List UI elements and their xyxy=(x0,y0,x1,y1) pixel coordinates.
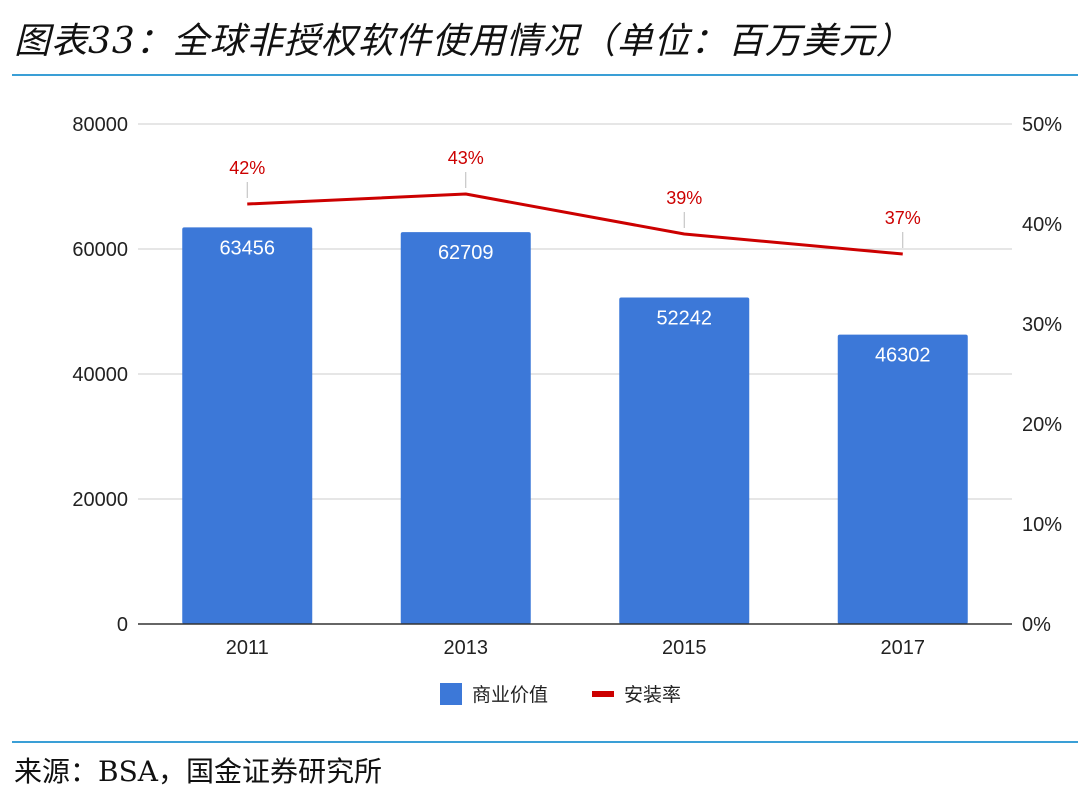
bar-value-label: 52242 xyxy=(656,307,712,329)
y-right-tick-label: 0% xyxy=(1022,614,1051,636)
y-right-tick-label: 40% xyxy=(1022,214,1062,236)
left-axis-ticks: 0 20000 40000 60000 80000 xyxy=(72,114,128,636)
title-divider xyxy=(12,74,1078,76)
x-tick-label: 2011 xyxy=(226,637,269,659)
legend-bar-swatch xyxy=(440,683,462,705)
legend-label: 商业价值 xyxy=(472,684,548,706)
y-left-tick-label: 60000 xyxy=(72,239,128,261)
title-row: 图表33：全球非授权软件使用情况（单位：百万美元） xyxy=(0,0,1080,74)
y-right-tick-label: 30% xyxy=(1022,314,1062,336)
bars: 63456 62709 52242 46302 xyxy=(182,227,968,624)
legend-line-swatch xyxy=(592,691,614,697)
x-tick-label: 2017 xyxy=(881,637,926,659)
bar xyxy=(619,297,750,624)
rate-value-label: 39% xyxy=(666,188,702,208)
bar-value-label: 46302 xyxy=(875,345,931,367)
y-right-tick-label: 50% xyxy=(1022,114,1062,136)
rate-value-label: 42% xyxy=(229,158,265,178)
rate-line: 42% 43% 39% 37% xyxy=(229,148,921,256)
footer-divider xyxy=(12,741,1078,743)
rate-value-label: 43% xyxy=(448,148,484,168)
x-tick-label: 2013 xyxy=(444,637,489,659)
rate-value-label: 37% xyxy=(885,208,921,228)
y-right-tick-label: 10% xyxy=(1022,514,1062,536)
rate-series-line xyxy=(247,192,903,256)
bar-value-label: 62709 xyxy=(438,242,494,264)
legend-label: 安装率 xyxy=(624,684,681,706)
source-note: 来源：BSA，国金证券研究所 xyxy=(14,755,382,788)
bar xyxy=(400,232,531,624)
bar-value-label: 63456 xyxy=(219,237,275,259)
legend: 商业价值 安装率 xyxy=(440,683,681,706)
x-axis-ticks: 2011 2013 2015 2017 xyxy=(226,637,925,659)
x-tick-label: 2015 xyxy=(662,637,707,659)
y-right-tick-label: 20% xyxy=(1022,414,1062,436)
y-left-tick-label: 40000 xyxy=(72,364,128,386)
bar xyxy=(182,227,313,624)
y-left-tick-label: 80000 xyxy=(72,114,128,136)
right-axis-ticks: 0% 10% 20% 30% 40% 50% xyxy=(1022,114,1062,636)
y-left-tick-label: 0 xyxy=(117,614,128,636)
y-left-tick-label: 20000 xyxy=(72,489,128,511)
chart-title: 图表33：全球非授权软件使用情况（单位：百万美元） xyxy=(14,21,913,62)
bar xyxy=(837,334,968,624)
